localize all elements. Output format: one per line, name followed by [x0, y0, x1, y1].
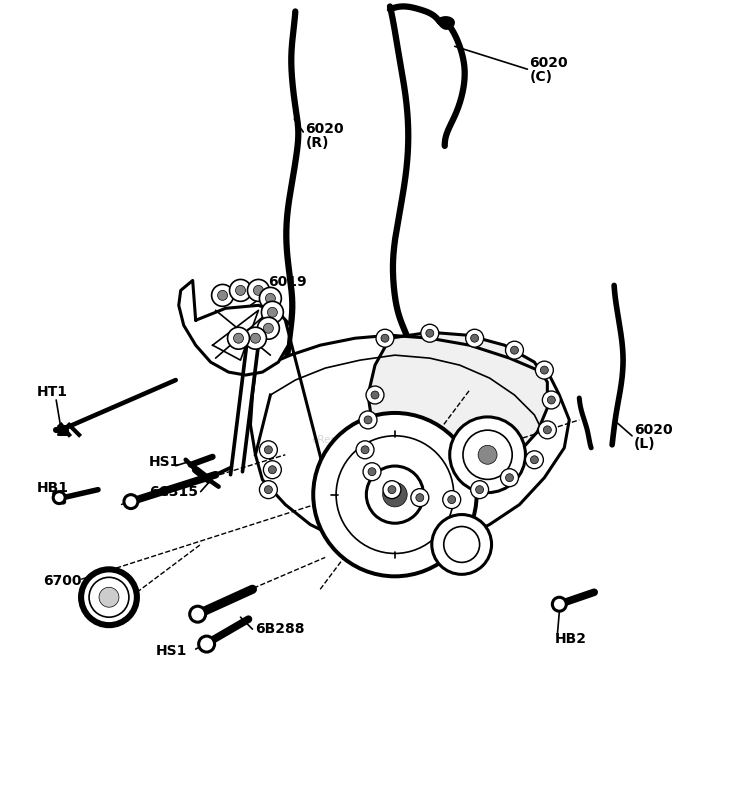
Circle shape [432, 515, 491, 574]
Circle shape [262, 301, 284, 324]
Circle shape [227, 327, 250, 349]
Circle shape [381, 335, 389, 343]
Circle shape [426, 329, 433, 337]
Text: eReplacementParts.com: eReplacementParts.com [312, 435, 438, 445]
Circle shape [538, 421, 556, 439]
Circle shape [266, 293, 275, 303]
Circle shape [448, 496, 456, 504]
Circle shape [263, 324, 274, 333]
Text: HB2: HB2 [554, 632, 586, 646]
Circle shape [382, 483, 407, 507]
Circle shape [314, 413, 476, 577]
Circle shape [89, 577, 129, 617]
Circle shape [260, 287, 281, 309]
Circle shape [257, 317, 279, 339]
Text: 6020: 6020 [634, 423, 673, 437]
Circle shape [552, 597, 566, 611]
Circle shape [263, 460, 281, 479]
Circle shape [124, 494, 138, 509]
Circle shape [466, 329, 484, 347]
Text: HS1: HS1 [148, 455, 180, 469]
Circle shape [506, 341, 524, 359]
Text: (L): (L) [634, 437, 656, 451]
Text: 6019: 6019 [268, 275, 307, 290]
Circle shape [530, 456, 538, 464]
Circle shape [99, 587, 119, 607]
Circle shape [421, 324, 439, 343]
Circle shape [230, 279, 251, 301]
Circle shape [383, 481, 401, 498]
Circle shape [265, 486, 272, 494]
Circle shape [368, 467, 376, 475]
Circle shape [190, 606, 206, 623]
Circle shape [471, 481, 488, 498]
Text: HT1: HT1 [36, 385, 68, 399]
Circle shape [248, 279, 269, 301]
Circle shape [363, 463, 381, 481]
Circle shape [536, 361, 554, 379]
Circle shape [450, 417, 526, 493]
Circle shape [260, 481, 278, 498]
Circle shape [366, 386, 384, 404]
Circle shape [211, 285, 233, 306]
Circle shape [476, 486, 484, 494]
Circle shape [371, 391, 379, 399]
Circle shape [543, 426, 551, 433]
Circle shape [199, 636, 214, 652]
Circle shape [411, 489, 429, 506]
Text: 6C315: 6C315 [148, 485, 198, 498]
Circle shape [244, 327, 266, 349]
Circle shape [364, 416, 372, 424]
Circle shape [254, 286, 263, 295]
Text: 6020: 6020 [530, 56, 568, 70]
Circle shape [356, 441, 374, 459]
Text: (R): (R) [305, 136, 328, 150]
Circle shape [217, 290, 227, 301]
Circle shape [53, 492, 65, 504]
Circle shape [541, 366, 548, 374]
Circle shape [265, 446, 272, 454]
Circle shape [361, 446, 369, 454]
Circle shape [376, 329, 394, 347]
Circle shape [442, 490, 460, 509]
Circle shape [388, 486, 396, 494]
Text: HB1: HB1 [36, 481, 68, 494]
Circle shape [366, 466, 424, 523]
Polygon shape [368, 332, 548, 470]
Circle shape [268, 466, 276, 474]
Circle shape [260, 441, 278, 459]
Text: (C): (C) [530, 70, 553, 84]
Circle shape [268, 308, 278, 317]
Circle shape [236, 286, 245, 295]
Circle shape [478, 445, 497, 464]
Circle shape [500, 469, 518, 486]
Circle shape [416, 494, 424, 501]
Circle shape [233, 333, 244, 343]
Circle shape [526, 451, 543, 469]
Text: 6020: 6020 [305, 122, 344, 136]
Circle shape [251, 333, 260, 343]
Circle shape [359, 411, 377, 429]
Text: 6B288: 6B288 [256, 623, 305, 636]
Circle shape [542, 391, 560, 409]
Circle shape [506, 474, 514, 482]
Circle shape [511, 346, 518, 354]
Text: 6700: 6700 [44, 574, 82, 589]
Polygon shape [178, 281, 290, 375]
Circle shape [81, 570, 137, 625]
Text: HS1: HS1 [156, 644, 188, 658]
Circle shape [548, 396, 555, 404]
Circle shape [471, 335, 478, 343]
Polygon shape [251, 335, 569, 550]
